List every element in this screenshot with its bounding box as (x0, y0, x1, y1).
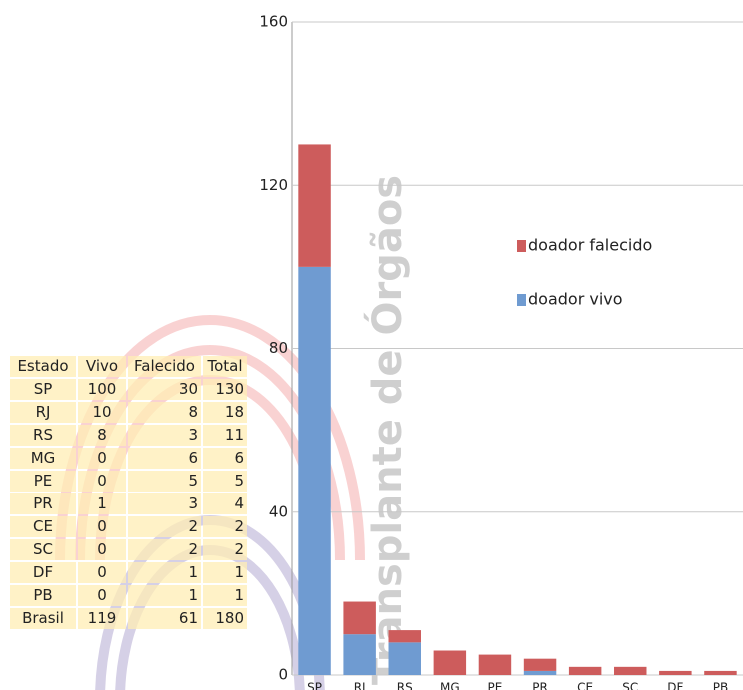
x-tick-label: MG (440, 681, 460, 690)
y-tick-label: 80 (269, 339, 288, 357)
x-tick-label: SP (307, 681, 322, 690)
x-tick-label: DF (667, 681, 683, 690)
table-cell: CE (10, 516, 76, 538)
table-cell: 2 (128, 516, 201, 538)
x-tick-label: PB (713, 681, 728, 690)
table-cell: Total (203, 356, 247, 377)
bar-segment (659, 670, 692, 675)
table-cell: 5 (203, 470, 247, 492)
table-cell: 4 (203, 493, 247, 515)
table-cell: 100 (78, 378, 126, 400)
bar-segment (614, 666, 647, 675)
table-cell: PR (10, 493, 76, 515)
table-cell: 2 (128, 539, 201, 561)
table-cell: 1 (128, 562, 201, 584)
y-tick-label: 160 (259, 13, 288, 31)
y-tick-label: 40 (269, 502, 288, 520)
table-cell: 180 (203, 607, 247, 629)
legend-swatch (517, 294, 526, 306)
table-cell: 30 (128, 378, 201, 400)
table-cell: 8 (128, 401, 201, 423)
x-tick-label: CE (577, 681, 593, 690)
bar-segment (478, 654, 512, 675)
bar-segment (298, 144, 331, 267)
table-cell: PE (10, 470, 76, 492)
bar-segment (523, 658, 557, 671)
table-cell: Estado (10, 356, 76, 377)
table-cell: 8 (78, 424, 126, 446)
table-cell: 10 (78, 401, 126, 423)
table-cell: DF (10, 562, 76, 584)
x-tick-label: RS (397, 681, 413, 690)
bar-segment (388, 642, 421, 675)
table-cell: 119 (78, 607, 126, 629)
y-tick-label: 120 (259, 176, 288, 194)
table-cell: 5 (128, 470, 201, 492)
table-cell: 2 (203, 516, 247, 538)
table-cell: 6 (128, 447, 201, 469)
table-cell: 1 (203, 562, 247, 584)
table-cell: 130 (203, 378, 247, 400)
bar-segment (298, 266, 331, 675)
table-cell: RJ (10, 401, 76, 423)
table-cell: 0 (78, 562, 126, 584)
table-cell: 0 (78, 447, 126, 469)
bar-segment (388, 630, 421, 643)
bar-segment (433, 650, 467, 675)
table-cell: Brasil (10, 607, 76, 629)
bar-segment (343, 601, 376, 635)
table-cell: 6 (203, 447, 247, 469)
table-cell: 1 (78, 493, 126, 515)
x-tick-label: RJ (354, 681, 366, 690)
table-cell: Vivo (78, 356, 126, 377)
legend-label: doador falecido (528, 236, 652, 255)
table-cell: 3 (128, 424, 201, 446)
table-cell: 0 (78, 539, 126, 561)
table-cell: Falecido (128, 356, 201, 377)
table-cell: 2 (203, 539, 247, 561)
table-cell: RS (10, 424, 76, 446)
x-tick-label: PE (488, 681, 503, 690)
y-tick-label: 0 (278, 666, 288, 684)
bar-segment (343, 634, 376, 675)
table-cell: SC (10, 539, 76, 561)
legend-swatch (517, 240, 526, 252)
legend-label: doador vivo (528, 290, 623, 309)
bar-segment (704, 670, 737, 675)
table-cell: SP (10, 378, 76, 400)
table-cell: 3 (128, 493, 201, 515)
table-cell: 0 (78, 470, 126, 492)
x-tick-label: PR (532, 681, 548, 690)
watermark: Transplante de Órgãos (363, 175, 411, 685)
table-cell: MG (10, 447, 76, 469)
table-cell: 11 (203, 424, 247, 446)
bar-segment (568, 666, 602, 675)
table-cell: 0 (78, 516, 126, 538)
table-cell: 18 (203, 401, 247, 423)
table-cell: 61 (128, 607, 201, 629)
x-tick-label: SC (622, 681, 638, 690)
bar-segment (523, 670, 557, 675)
table-cell: 0 (78, 585, 126, 606)
table-cell: 1 (128, 585, 201, 606)
table-cell: PB (10, 585, 76, 606)
table-cell: 1 (203, 585, 247, 606)
